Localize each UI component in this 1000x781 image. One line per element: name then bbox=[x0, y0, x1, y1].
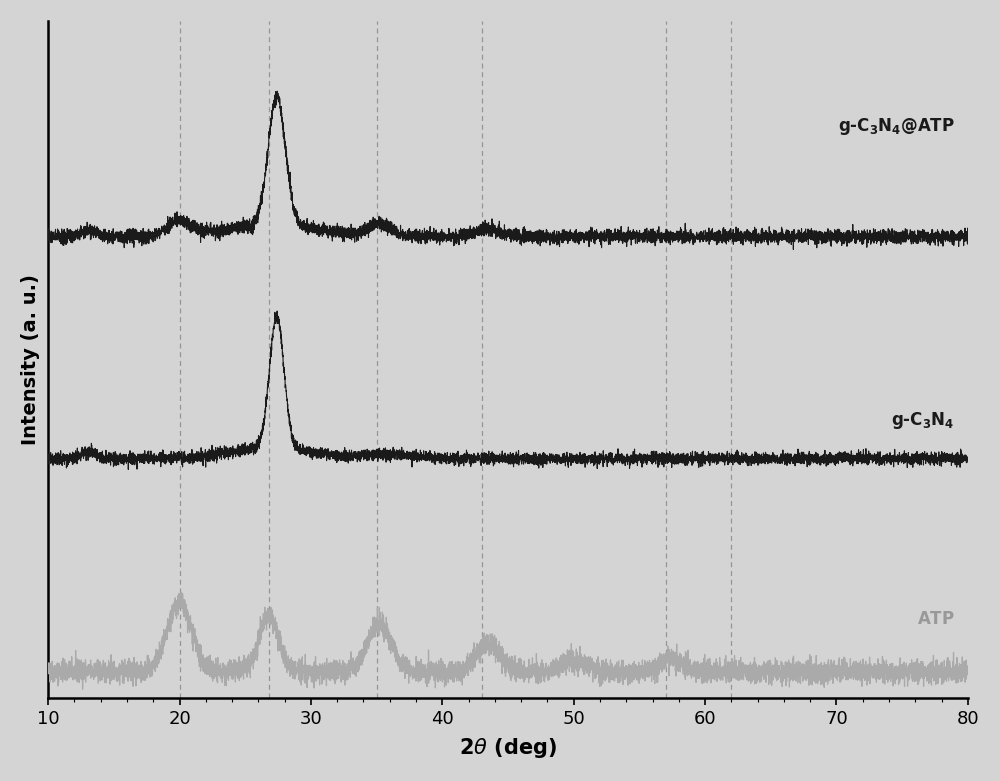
Text: g-$\mathbf{C_3N_4}$: g-$\mathbf{C_3N_4}$ bbox=[891, 409, 955, 430]
Text: $\mathbf{ATP}$: $\mathbf{ATP}$ bbox=[917, 610, 955, 628]
Text: g-$\mathbf{C_3N_4}$@ATP: g-$\mathbf{C_3N_4}$@ATP bbox=[838, 116, 955, 137]
Y-axis label: Intensity (a. u.): Intensity (a. u.) bbox=[21, 274, 40, 445]
X-axis label: 2$\theta$ (deg): 2$\theta$ (deg) bbox=[459, 736, 557, 760]
